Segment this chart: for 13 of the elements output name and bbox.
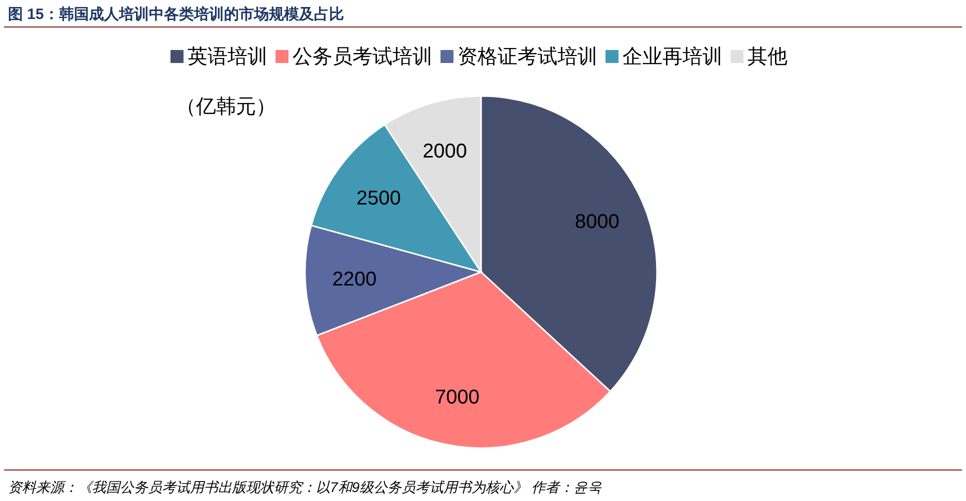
text: （亿韩元） <box>176 96 276 118</box>
text: 资料来源：《我国公务员考试用书出版现状研究：以7和9级公务员考试用书为核心》 作者：윤욱 <box>8 479 602 495</box>
data-label: 7000 <box>435 386 480 408</box>
legend-label: 企业再培训 <box>622 46 722 68</box>
chart-title: 图 15：韩国成人培训中各类培训的市场规模及占比 <box>8 5 344 23</box>
data-label: 8000 <box>574 211 620 234</box>
data-label: 2200 <box>332 268 377 290</box>
legend-label: 公务员考试培训 <box>292 46 432 68</box>
legend-label: 英语培训 <box>188 46 268 68</box>
legend-label: 其他 <box>748 46 788 68</box>
data-label: 2500 <box>356 187 401 210</box>
data-label: 2000 <box>422 140 468 163</box>
legend-label: 资格证考试培训 <box>458 46 598 68</box>
